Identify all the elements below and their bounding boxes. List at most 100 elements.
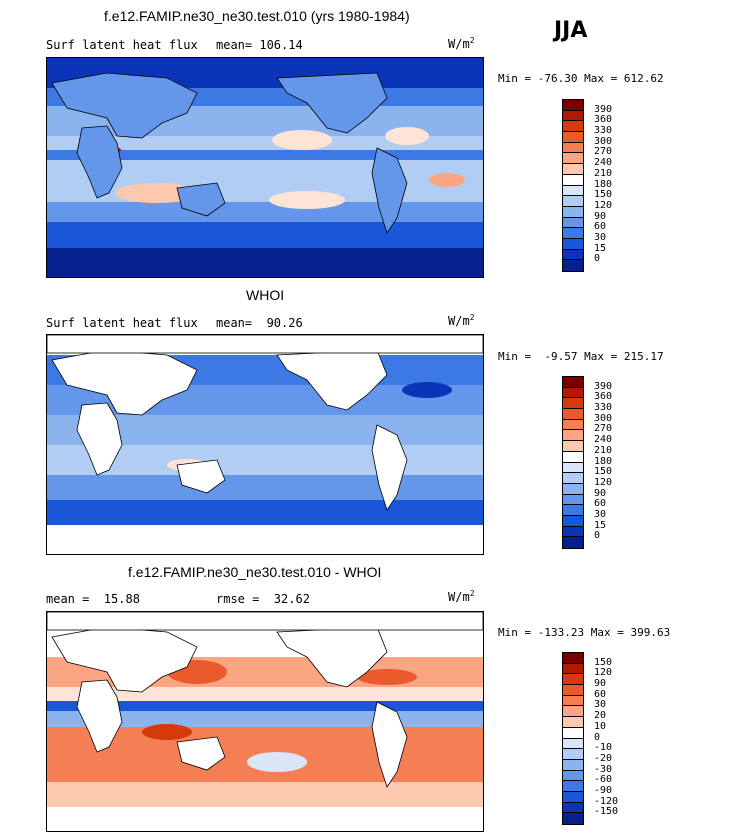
panel2-title: WHOI [246, 287, 285, 303]
panel3-title: f.e12.FAMIP.ne30_ne30.test.010 - WHOI [128, 564, 382, 580]
panel2-mean: mean= 90.26 [216, 316, 303, 330]
colorbar-segment [563, 121, 583, 133]
panel3-mean: mean = 15.88 [46, 592, 140, 606]
colorbar-segment [563, 132, 583, 143]
colorbar-tick-label: 360 [594, 114, 613, 126]
colorbar-tick-label: -90 [594, 784, 613, 796]
colorbar-tick-label: 60 [594, 688, 607, 700]
colorbar-segment [563, 505, 583, 516]
colorbar-tick-label: 210 [594, 444, 613, 456]
colorbar-segment [563, 759, 583, 771]
colorbar-tick-label: 90 [594, 678, 607, 690]
colorbar-segment [563, 706, 583, 718]
colorbar-segment [563, 462, 583, 474]
colorbar-segment [563, 674, 583, 686]
panel1-colorbar-labels: 390 360 330 300 270 240 210 180 150 120 90 60 30 15 0 [594, 99, 634, 272]
colorbar-tick-label: 20 [594, 710, 607, 722]
panel2-colorbar-labels: 390 360 330 300 270 240 210 180 150 120 90 60 30 15 0 [594, 376, 634, 549]
colorbar-tick-label: 0 [594, 530, 601, 542]
panel1-map [46, 57, 484, 278]
colorbar-tick-label: 300 [594, 412, 613, 424]
panel1-title: f.e12.FAMIP.ne30_ne30.test.010 (yrs 1980… [104, 8, 410, 24]
colorbar-segment [563, 770, 583, 782]
colorbar-segment [563, 483, 583, 495]
colorbar-tick-label: -20 [594, 752, 613, 764]
colorbar-tick-label: 150 [594, 656, 613, 668]
colorbar-tick-label: -120 [594, 795, 619, 807]
colorbar-tick-label: 30 [594, 508, 607, 520]
colorbar-segment [563, 110, 583, 122]
colorbar-segment [563, 441, 583, 452]
colorbar-segment [563, 802, 583, 814]
colorbar-segment [563, 749, 583, 760]
colorbar-tick-label: 120 [594, 667, 613, 679]
colorbar-tick-label: 330 [594, 125, 613, 137]
colorbar-segment [563, 663, 583, 675]
panel1-colorbar [562, 99, 584, 272]
colorbar-tick-label: 180 [594, 455, 613, 467]
colorbar-tick-label: 120 [594, 476, 613, 488]
colorbar-segment [563, 377, 583, 388]
colorbar-segment [563, 409, 583, 420]
colorbar-segment [563, 142, 583, 154]
colorbar-tick-label: 390 [594, 103, 613, 115]
colorbar-segment [563, 196, 583, 207]
colorbar-tick-label: 30 [594, 699, 607, 711]
colorbar-tick-label: 60 [594, 221, 607, 233]
colorbar-tick-label: 90 [594, 210, 607, 222]
panel3-map [46, 611, 484, 832]
colorbar-segment [563, 164, 583, 175]
panel2-map [46, 334, 484, 555]
colorbar-segment [563, 781, 583, 792]
colorbar-segment [563, 526, 583, 538]
colorbar-segment [563, 153, 583, 165]
colorbar-segment [563, 717, 583, 728]
colorbar-tick-label: 0 [594, 731, 601, 743]
colorbar-tick-label: 90 [594, 487, 607, 499]
colorbar-segment [563, 217, 583, 229]
panel3-unit: W/m2 [448, 589, 475, 604]
colorbar-segment [563, 685, 583, 696]
colorbar-segment [563, 515, 583, 527]
colorbar-segment [563, 228, 583, 239]
colorbar-tick-label: 10 [594, 720, 607, 732]
colorbar-tick-label: 390 [594, 380, 613, 392]
colorbar-tick-label: -150 [594, 806, 619, 818]
colorbar-segment [563, 249, 583, 261]
colorbar-tick-label: 60 [594, 498, 607, 510]
colorbar-segment [563, 738, 583, 750]
colorbar-tick-label: 240 [594, 434, 613, 446]
colorbar-segment [563, 451, 583, 463]
colorbar-segment [563, 727, 583, 739]
panel3-minmax: Min = -133.23 Max = 399.63 [498, 626, 671, 639]
colorbar-tick-label: 150 [594, 466, 613, 478]
colorbar-segment [563, 398, 583, 410]
colorbar-tick-label: 270 [594, 423, 613, 435]
colorbar-tick-label: 240 [594, 157, 613, 169]
colorbar-segment [563, 430, 583, 442]
colorbar-tick-label: 120 [594, 199, 613, 211]
colorbar-segment [563, 473, 583, 484]
panel3-colorbar [562, 652, 584, 825]
colorbar-tick-label: 300 [594, 135, 613, 147]
colorbar-segment [563, 387, 583, 399]
colorbar-tick-label: 360 [594, 391, 613, 403]
colorbar-segment [563, 791, 583, 803]
panel1-mean: mean= 106.14 [216, 38, 303, 52]
panel2-colorbar [562, 376, 584, 549]
colorbar-segment [563, 174, 583, 186]
colorbar-tick-label: 180 [594, 178, 613, 190]
season-label: JJA [554, 18, 588, 43]
panel1-minmax: Min = -76.30 Max = 612.62 [498, 72, 664, 85]
colorbar-tick-label: -10 [594, 742, 613, 754]
colorbar-segment [563, 185, 583, 197]
colorbar-segment [563, 260, 583, 271]
panel2-unit: W/m2 [448, 313, 475, 328]
colorbar-tick-label: 210 [594, 167, 613, 179]
colorbar-tick-label: 150 [594, 189, 613, 201]
panel2-variable: Surf latent heat flux [46, 316, 198, 330]
colorbar-tick-label: -30 [594, 763, 613, 775]
colorbar-segment [563, 494, 583, 506]
panel3-rmse: rmse = 32.62 [216, 592, 310, 606]
colorbar-tick-label: 30 [594, 231, 607, 243]
